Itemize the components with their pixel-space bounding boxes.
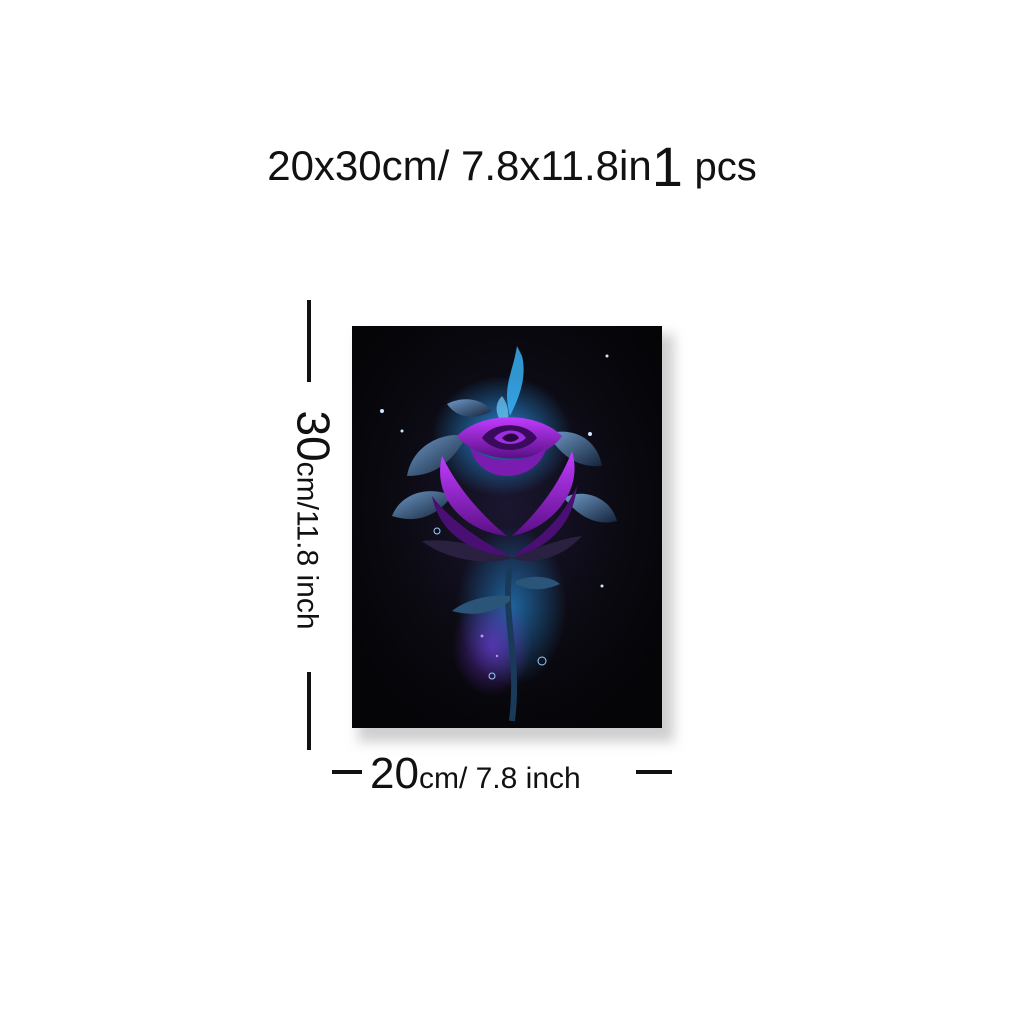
rose-canvas-print <box>352 326 662 728</box>
height-unit: cm/11.8 inch <box>290 461 324 630</box>
height-indicator-line-bottom <box>307 672 311 750</box>
quantity-unit: pcs <box>694 145 757 189</box>
height-value: 30 <box>287 410 340 462</box>
width-dimension-label: 20cm/ 7.8 inch <box>370 752 581 801</box>
width-unit: cm/ 7.8 inch <box>418 762 581 795</box>
quantity-number: 1 <box>651 135 683 198</box>
size-text: 20x30cm/ 7.8x11.8in <box>267 142 652 189</box>
purple-rose-artwork <box>352 326 662 728</box>
width-indicator-line-left <box>332 770 362 774</box>
height-dimension-label: 30cm/11.8 inch <box>287 410 340 630</box>
width-indicator-line-right <box>636 770 672 774</box>
product-size-headline: 20x30cm/ 7.8x11.8in1 pcs <box>0 138 1024 195</box>
width-value: 20 <box>370 749 419 798</box>
height-indicator-line-top <box>307 300 311 382</box>
